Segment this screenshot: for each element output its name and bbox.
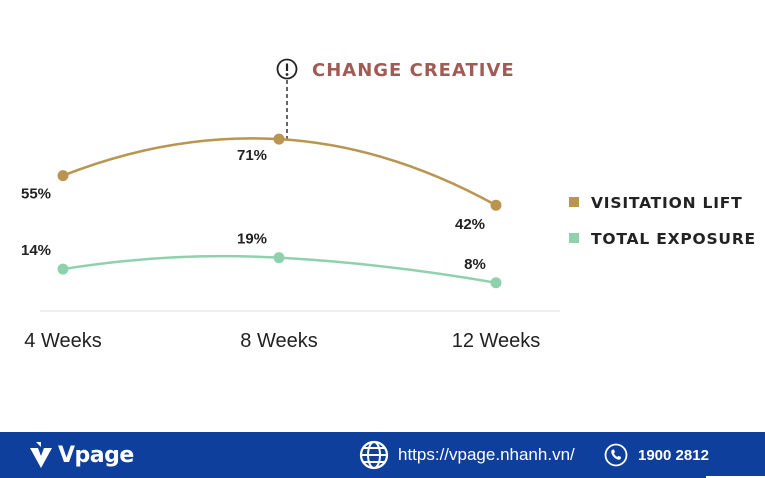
exclamation-mark-dot [285,73,289,76]
vpage-logo-icon [30,442,52,468]
data-label: 71% [237,147,267,164]
phone-number: 1900 2812 [638,446,709,464]
x-tick-label: 8 Weeks [240,330,317,352]
footer-notch [706,476,765,478]
annotation-label: CHANGE CREATIVE [312,60,515,81]
legend-swatch [569,197,579,207]
x-tick-label: 12 Weeks [452,330,541,352]
data-point-total-exposure [273,252,285,264]
series-line-visitation-lift [62,137,497,207]
globe-icon [359,440,389,470]
footer-bar: Vpage https://vpage.nhanh.vn/ 1900 2812 [0,432,765,478]
phone-contact[interactable]: 1900 2812 [604,439,709,471]
line-chart: CHANGE CREATIVE 55% 71% 42% 14% 19% 8% 4 Weeks 8… [21,58,756,352]
legend-label: TOTAL EXPOSURE [591,230,756,248]
data-label: 19% [237,231,267,248]
data-label: 42% [455,216,485,233]
brand-name: Vpage [58,442,134,468]
website-url: https://vpage.nhanh.vn/ [398,445,575,464]
data-label: 55% [21,186,51,203]
data-point-total-exposure [490,277,502,289]
phone-icon [604,443,628,467]
x-tick-label: 4 Weeks [24,330,101,352]
legend-swatch [569,233,579,243]
data-point-visitation-lift [490,199,502,211]
data-point-visitation-lift [57,170,69,182]
data-point-total-exposure [57,263,69,275]
data-label: 8% [464,256,486,273]
brand-logo[interactable]: Vpage [28,440,134,470]
data-label: 14% [21,242,51,259]
website-link[interactable]: https://vpage.nhanh.vn/ [358,439,575,471]
legend-label: VISITATION LIFT [591,194,743,212]
data-point-visitation-lift [273,133,285,145]
